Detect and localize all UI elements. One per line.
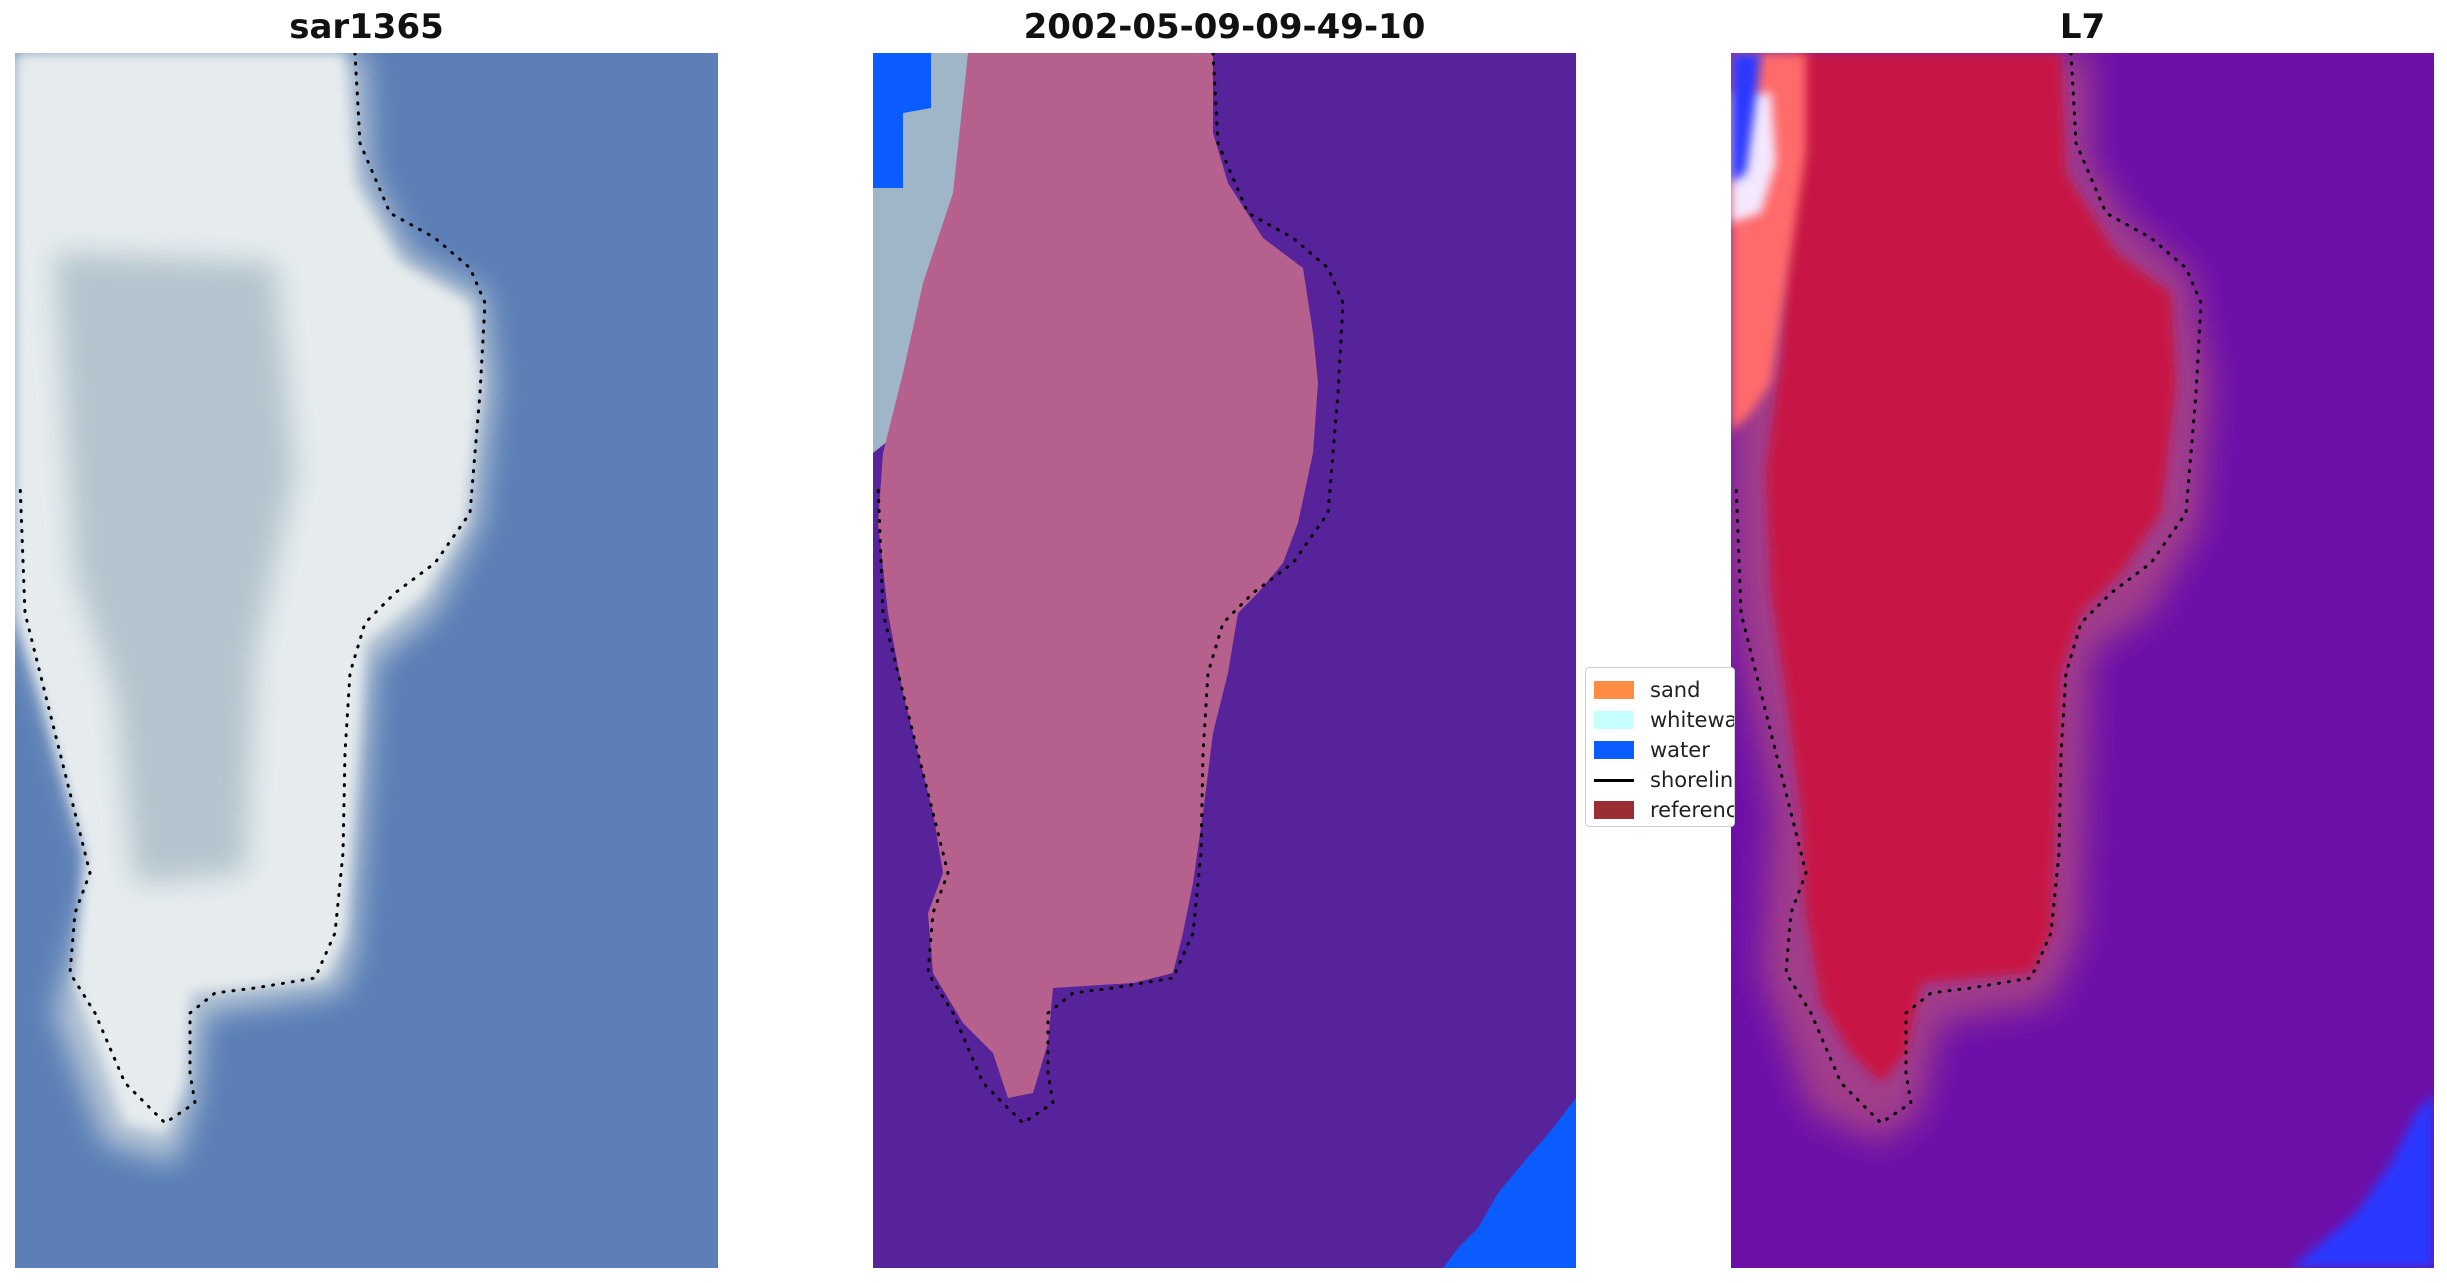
legend-label-water: water [1650, 738, 1710, 762]
legend-label-reference: reference [1650, 798, 1734, 822]
panel-title-classification: 2002-05-09-09-49-10 [1023, 7, 1426, 47]
legend-swatch-sand [1594, 681, 1634, 699]
legend-swatch-whitewater [1594, 711, 1634, 729]
legend-swatch-reference [1594, 801, 1634, 819]
legend-item-shoreline: shoreline [1594, 765, 1734, 795]
classification-panel [873, 53, 1576, 1268]
legend-item-whitewater: whitewater [1594, 705, 1735, 735]
class-water-corner-top [873, 53, 931, 188]
legend: sand whitewater water shoreline referenc… [1585, 667, 1735, 827]
index-blue-corner-bottom [2291, 1093, 2434, 1268]
index-land [1766, 53, 2176, 1083]
legend-label-whitewater: whitewater [1650, 708, 1735, 732]
index-panel [1731, 53, 2434, 1268]
legend-swatch-shoreline [1594, 778, 1634, 782]
rgb-inland-shadow [55, 253, 295, 883]
legend-item-reference: reference [1594, 795, 1734, 825]
panel-title-index: L7 [2059, 7, 2106, 47]
class-sand-overlay [878, 53, 1318, 1098]
legend-item-sand: sand [1594, 675, 1700, 705]
legend-item-water: water [1594, 735, 1710, 765]
legend-label-sand: sand [1650, 678, 1701, 702]
legend-label-shoreline: shoreline [1650, 768, 1734, 792]
class-water-corner-bottom [1443, 1098, 1576, 1268]
legend-swatch-water [1594, 741, 1634, 759]
rgb-image-panel [15, 53, 718, 1268]
index-blue-corner-top [1731, 53, 1761, 183]
panel-title-rgb: sar1365 [289, 7, 444, 47]
